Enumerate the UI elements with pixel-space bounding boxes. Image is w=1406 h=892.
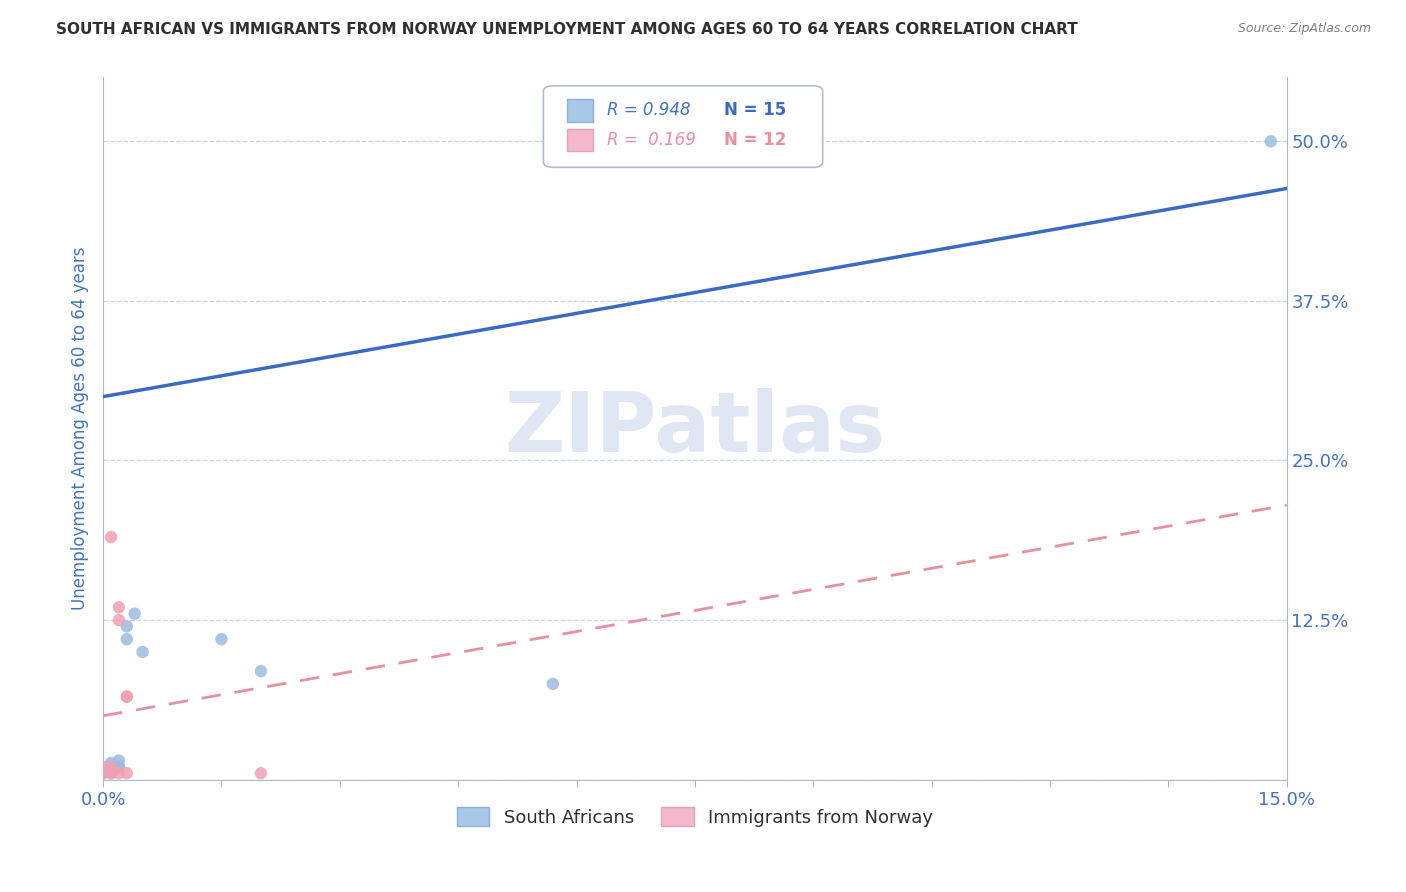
Point (100, 760, 122, 774)
Point (115, 619, 138, 633)
Text: SOUTH AFRICAN VS IMMIGRANTS FROM NORWAY UNEMPLOYMENT AMONG AGES 60 TO 64 YEARS C: SOUTH AFRICAN VS IMMIGRANTS FROM NORWAY … (56, 22, 1078, 37)
Point (541, 677, 564, 691)
Point (108, 754, 131, 768)
Y-axis label: Unemployment Among Ages 60 to 64 years: Unemployment Among Ages 60 to 64 years (72, 247, 89, 610)
Point (100, 756, 122, 770)
Point (100, 530, 122, 544)
Point (115, 766, 138, 780)
Bar (567, 99, 593, 121)
Text: N = 12: N = 12 (724, 131, 787, 149)
Point (211, 632, 233, 647)
Point (108, 760, 131, 774)
Text: R = 0.948: R = 0.948 (607, 102, 690, 120)
Point (124, 607, 146, 621)
Point (91, 766, 114, 780)
Point (91, 760, 114, 774)
Text: ZIPatlas: ZIPatlas (505, 388, 886, 469)
Text: R =  0.169: R = 0.169 (607, 131, 696, 149)
Point (115, 690, 138, 704)
Point (91, 766, 114, 780)
Point (115, 632, 138, 647)
Bar (567, 128, 593, 151)
Point (108, 613, 131, 627)
Point (131, 645, 153, 659)
Point (250, 766, 273, 780)
Point (1260, 134, 1282, 148)
Point (115, 690, 138, 704)
Text: Source: ZipAtlas.com: Source: ZipAtlas.com (1237, 22, 1371, 36)
Point (100, 766, 122, 780)
Point (100, 766, 122, 780)
Point (250, 664, 273, 678)
Point (108, 600, 131, 615)
Point (100, 760, 122, 774)
Point (108, 760, 131, 774)
Text: N = 15: N = 15 (724, 102, 787, 120)
FancyBboxPatch shape (543, 86, 823, 168)
Legend: South Africans, Immigrants from Norway: South Africans, Immigrants from Norway (450, 800, 941, 834)
Point (108, 766, 131, 780)
